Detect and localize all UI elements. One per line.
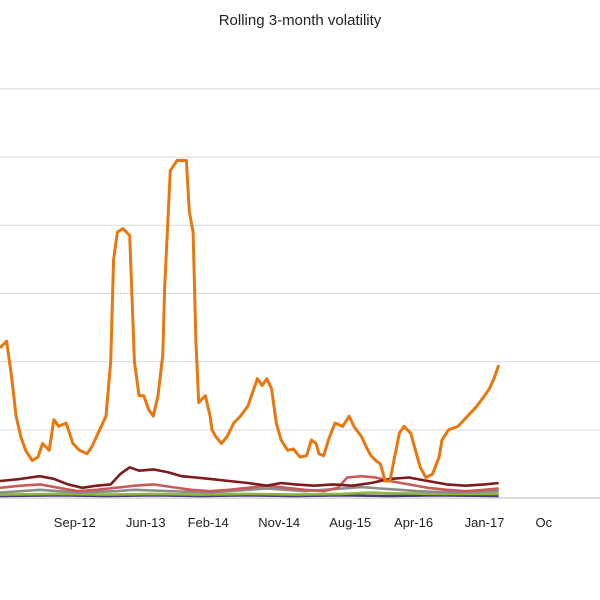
x-tick-label: Feb-14	[188, 515, 229, 530]
x-axis-tick-labels: Sep-12 Jun-13 Feb-14 Nov-14 Aug-15 Apr-16 Jan-…	[54, 515, 553, 530]
gridlines	[0, 88, 600, 499]
series-lines	[0, 159, 501, 498]
series-line-2	[0, 466, 499, 490]
x-tick-label: Sep-12	[54, 515, 96, 530]
series-line-4	[0, 485, 499, 494]
x-tick-label: Jun-13	[126, 515, 166, 530]
chart-title: Rolling 3-month volatility	[218, 12, 382, 29]
x-tick-label: Jan-17	[465, 515, 505, 530]
x-tick-label: Oc	[536, 515, 553, 530]
x-tick-label: Nov-14	[258, 515, 300, 530]
series-line-1	[0, 159, 501, 483]
x-tick-label: Aug-15	[329, 515, 371, 530]
series-line-5	[0, 491, 499, 496]
series-line-6	[0, 494, 499, 498]
x-tick-label: Apr-16	[394, 515, 433, 530]
